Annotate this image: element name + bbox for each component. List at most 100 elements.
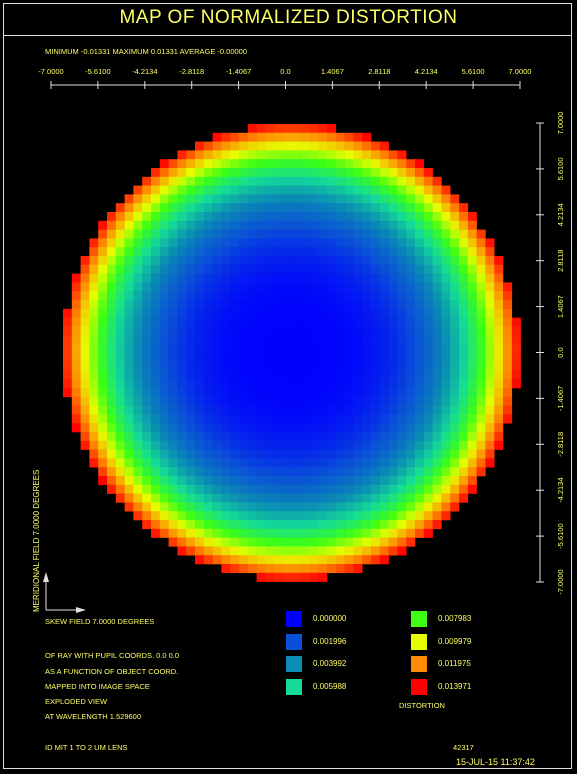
heatmap-cell [335,291,345,301]
heatmap-cell [239,344,249,354]
heatmap-cell [432,458,442,468]
heatmap-cell [63,370,73,380]
heatmap-cell [195,440,205,450]
heatmap-cell [379,502,389,512]
heatmap-cell [274,326,284,336]
heatmap-cell [107,484,117,494]
heatmap-cell [256,572,266,582]
heatmap-cell [124,238,134,248]
heatmap-cell [388,308,398,318]
heatmap-cell [327,238,337,248]
heatmap-cell [107,423,117,433]
heatmap-cell [247,449,257,459]
heatmap-cell [80,273,90,283]
heatmap-cell [212,308,222,318]
heatmap-cell [362,511,372,521]
heatmap-cell [230,185,240,195]
heatmap-cell [388,414,398,424]
heatmap-cell [203,361,213,371]
heatmap-cell [212,256,222,266]
heatmap-cell [247,432,257,442]
heatmap-cell [432,493,442,503]
heatmap-cell [362,388,372,398]
heatmap-cell [115,476,125,486]
heatmap-cell [371,247,381,257]
heatmap-cell [168,379,178,389]
heatmap-cell [406,537,416,547]
heatmap-cell [221,282,231,292]
heatmap-cell [344,520,354,530]
heatmap-cell [335,185,345,195]
heatmap-cell [168,344,178,354]
heatmap-cell [291,300,301,310]
heatmap-cell [239,308,249,318]
heatmap-cell [423,185,433,195]
heatmap-cell [362,247,372,257]
heatmap-cell [212,414,222,424]
heatmap-cell [195,335,205,345]
heatmap-cell [467,317,477,327]
heatmap-cell [423,291,433,301]
heatmap-cell [212,264,222,274]
heatmap-cell [151,220,161,230]
heatmap-cell [379,194,389,204]
heatmap-cell [159,308,169,318]
heatmap-cell [247,256,257,266]
heatmap-cell [397,361,407,371]
heatmap-cell [195,414,205,424]
heatmap-cell [107,344,117,354]
heatmap-cell [115,238,125,248]
heatmap-cell [379,458,389,468]
heatmap-cell [186,282,196,292]
heatmap-cell [441,388,451,398]
heatmap-cell [221,220,231,230]
heatmap-cell [230,440,240,450]
heatmap-cell [300,572,310,582]
heatmap-cell [467,291,477,301]
heatmap-cell [221,344,231,354]
heatmap-cell [485,282,495,292]
heatmap-cell [98,264,108,274]
heatmap-cell [327,317,337,327]
heatmap-cell [239,537,249,547]
heatmap-cell [283,124,293,134]
heatmap-cell [388,520,398,530]
heatmap-cell [159,493,169,503]
heatmap-cell [221,502,231,512]
heatmap-cell [467,449,477,459]
heatmap-cell [168,423,178,433]
heatmap-cell [274,238,284,248]
heatmap-cell [344,414,354,424]
heatmap-cell [379,467,389,477]
heatmap-cell [318,546,328,556]
heatmap-cell [406,247,416,257]
heatmap-cell [256,194,266,204]
heatmap-cell [195,282,205,292]
heatmap-cell [291,546,301,556]
heatmap-cell [221,440,231,450]
heatmap-cell [450,264,460,274]
plot-frame [3,3,572,769]
heatmap-cell [221,300,231,310]
heatmap-cell [256,432,266,442]
heatmap-cell [335,440,345,450]
heatmap-cell [450,317,460,327]
heatmap-cell [142,476,152,486]
heatmap-cell [186,414,196,424]
heatmap-cell [300,326,310,336]
heatmap-cell [177,520,187,530]
y-tick-label: 0.0 [556,347,565,357]
heatmap-cell [195,352,205,362]
heatmap-cell [177,282,187,292]
heatmap-cell [415,326,425,336]
heatmap-cell [459,335,469,345]
heatmap-cell [353,212,363,222]
heatmap-cell [335,537,345,547]
heatmap-cell [432,256,442,266]
heatmap-cell [353,528,363,538]
heatmap-cell [186,326,196,336]
heatmap-cell [318,229,328,239]
heatmap-cell [415,528,425,538]
heatmap-cell [371,185,381,195]
heatmap-cell [371,528,381,538]
